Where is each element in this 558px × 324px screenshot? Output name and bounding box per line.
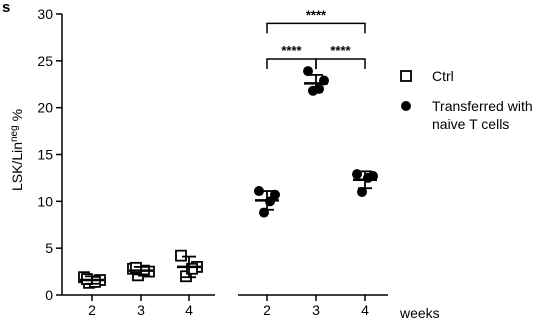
significance-label: **** xyxy=(330,43,351,58)
legend-label-line: naive T cells xyxy=(432,116,509,132)
x-tick-label: 4 xyxy=(361,302,369,318)
data-point-transferred xyxy=(303,66,313,77)
x-tick-label: 4 xyxy=(185,302,193,318)
y-axis-title-sup: neg xyxy=(9,125,20,142)
y-axis: 0 5 10 15 20 25 30 xyxy=(37,6,63,303)
y-tick-label: 20 xyxy=(37,100,53,116)
significance-brackets: **** **** **** xyxy=(266,7,366,69)
x-tick-label: 2 xyxy=(263,302,271,318)
y-axis-title-suffix: % xyxy=(9,109,25,125)
legend: Ctrl Transferred with naive T cells xyxy=(400,68,533,132)
data-marks xyxy=(78,66,378,289)
legend-marker-transferred xyxy=(401,101,411,111)
legend-label-line: Transferred with xyxy=(432,98,533,114)
x-axis: 2 3 4 2 3 4 xyxy=(62,294,388,318)
y-tick-label: 25 xyxy=(37,53,53,69)
significance-bracket xyxy=(315,58,366,69)
y-axis-title-main: LSK/Lin xyxy=(9,142,25,191)
data-point-transferred xyxy=(357,186,367,197)
x-axis-title: weeks xyxy=(399,305,440,321)
legend-marker-ctrl xyxy=(400,70,412,82)
significance-bracket xyxy=(266,22,366,34)
data-point-transferred xyxy=(254,186,264,197)
legend-label: Ctrl xyxy=(432,68,454,84)
x-tick-label: 3 xyxy=(312,302,320,318)
data-point-ctrl xyxy=(186,262,198,275)
y-tick-label: 15 xyxy=(37,147,53,163)
data-point-ctrl xyxy=(180,270,192,283)
legend-label-line: Ctrl xyxy=(432,68,454,84)
y-tick-label: 10 xyxy=(37,193,53,209)
significance-label: **** xyxy=(281,43,302,58)
y-tick-label: 5 xyxy=(45,240,53,256)
x-tick-label: 3 xyxy=(137,302,145,318)
data-point-ctrl xyxy=(175,249,187,262)
x-tick-label: 2 xyxy=(88,302,96,318)
y-tick-label: 0 xyxy=(45,287,53,303)
legend-label: Transferred with naive T cells xyxy=(432,98,533,132)
significance-label: **** xyxy=(306,7,327,22)
panel-label: s xyxy=(2,0,10,16)
error-bars xyxy=(80,73,377,285)
y-tick-label: 30 xyxy=(37,6,53,22)
y-axis-title: LSK/Linneg % xyxy=(9,109,25,191)
